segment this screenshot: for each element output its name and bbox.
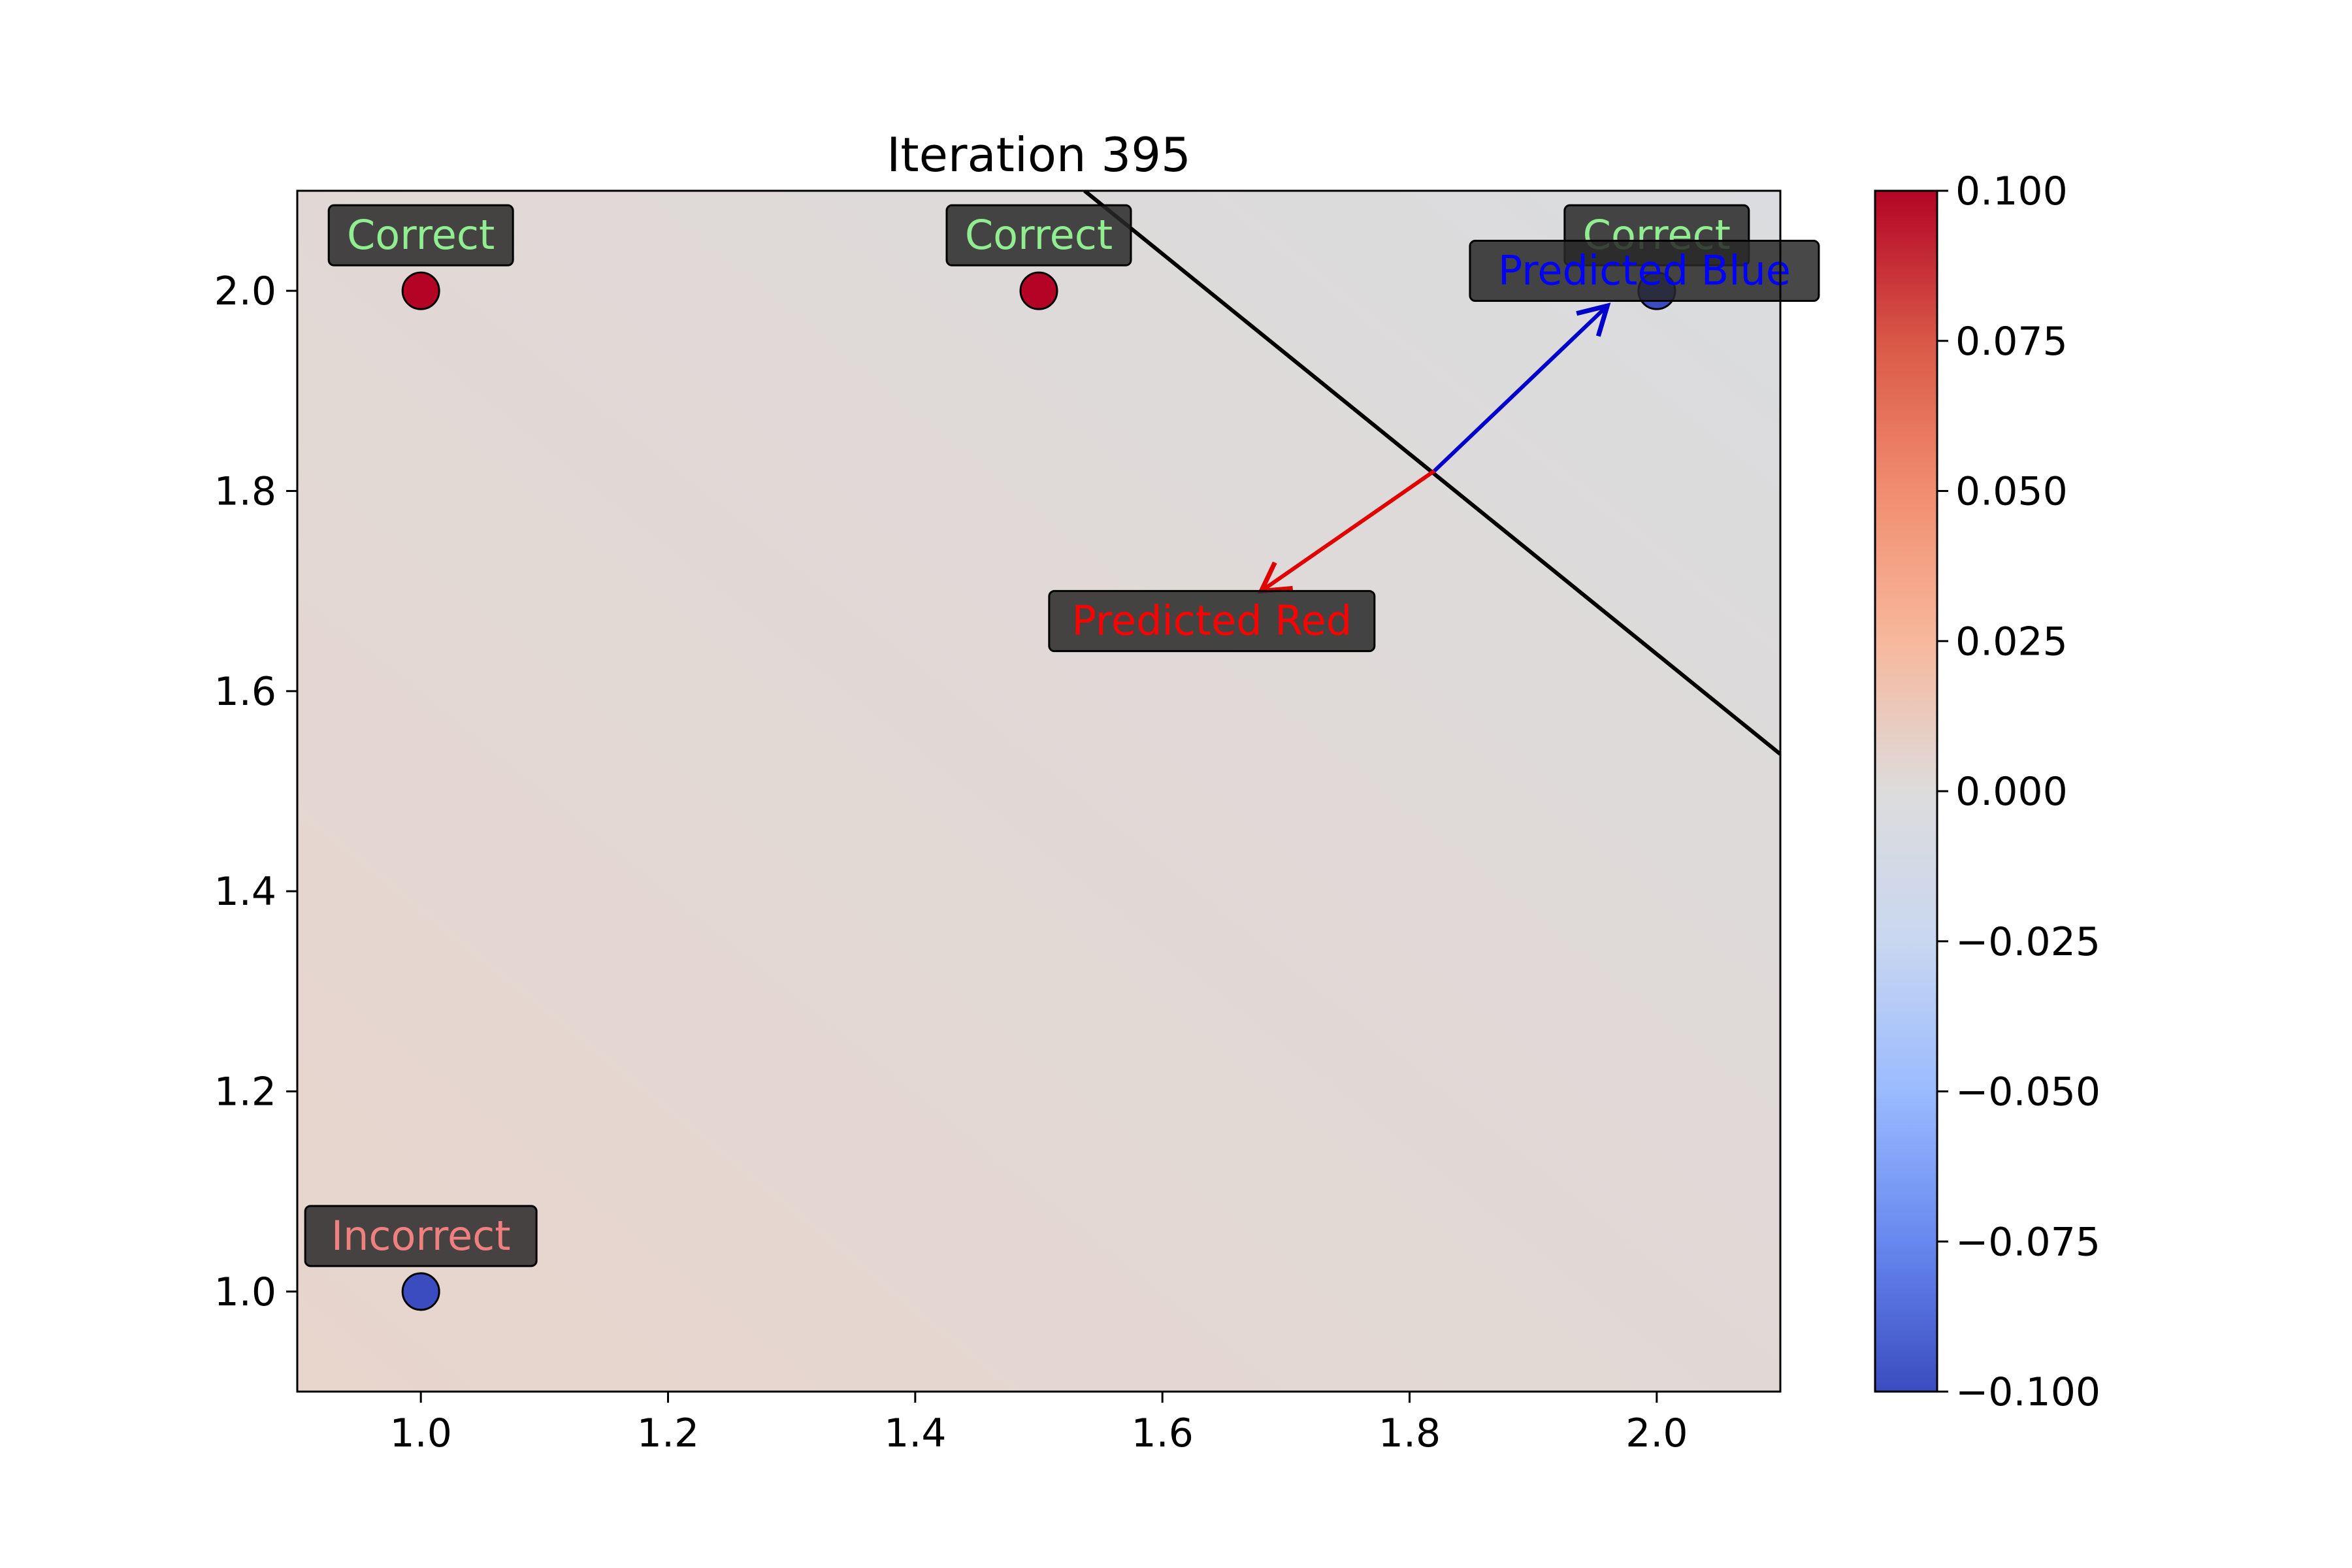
colorbar-tick-label: −0.100 — [1955, 1369, 2100, 1415]
colorbar-tick-label: 0.050 — [1955, 469, 2068, 515]
prediction-label: Predicted Blue — [1469, 240, 1820, 302]
y-tick-label: 1.6 — [214, 669, 276, 715]
plot-frame — [296, 189, 1782, 1393]
plot-background — [297, 191, 1780, 1392]
y-axis: 1.0 1.2 1.4 1.6 1.8 2.0 — [214, 269, 297, 1315]
svg-text:Incorrect: Incorrect — [331, 1212, 511, 1260]
x-tick-label: 1.8 — [1379, 1411, 1441, 1456]
x-tick-label: 1.0 — [389, 1411, 451, 1456]
x-tick-label: 2.0 — [1625, 1411, 1688, 1456]
data-point — [401, 1272, 440, 1311]
colorbar-tick-label: 0.025 — [1955, 619, 2068, 664]
colorbar — [1874, 189, 1938, 1393]
colorbar-axis: 0.100 0.075 0.050 0.025 0.000 −0.025 −0.050 −0.… — [1937, 169, 2100, 1415]
colorbar-tick-label: −0.025 — [1955, 919, 2100, 965]
prediction-label: Predicted Red — [1048, 590, 1376, 653]
y-tick-label: 2.0 — [214, 269, 276, 314]
point-status-label: Correct — [327, 204, 514, 267]
chart-title: Iteration 395 — [887, 127, 1191, 182]
colorbar-tick-label: 0.100 — [1955, 169, 2068, 214]
x-tick-label: 1.4 — [884, 1411, 946, 1456]
y-tick-label: 1.4 — [214, 869, 276, 915]
prediction-arrow — [1257, 469, 1436, 594]
colorbar-tick-label: −0.075 — [1955, 1219, 2100, 1265]
data-point — [401, 271, 440, 310]
prediction-arrow — [1433, 302, 1611, 473]
point-status-label: Incorrect — [304, 1205, 538, 1267]
y-tick-label: 1.0 — [214, 1269, 276, 1315]
point-status-label: Correct — [945, 204, 1132, 267]
data-point — [1019, 271, 1058, 310]
colorbar-tick-label: 0.000 — [1955, 769, 2068, 815]
y-tick-label: 1.8 — [214, 469, 276, 515]
colorbar-tick-label: −0.050 — [1955, 1070, 2100, 1115]
y-tick-label: 1.2 — [214, 1070, 276, 1115]
svg-text:Correct: Correct — [965, 211, 1113, 259]
colorbar-tick-label: 0.075 — [1955, 319, 2068, 365]
svg-text:Correct: Correct — [347, 211, 495, 259]
x-tick-label: 1.2 — [637, 1411, 699, 1456]
svg-text:Predicted Blue: Predicted Blue — [1498, 247, 1791, 295]
svg-text:Predicted Red: Predicted Red — [1072, 597, 1352, 645]
x-tick-label: 1.6 — [1131, 1411, 1193, 1456]
x-axis: 1.0 1.2 1.4 1.6 1.8 2.0 — [389, 1392, 1688, 1456]
